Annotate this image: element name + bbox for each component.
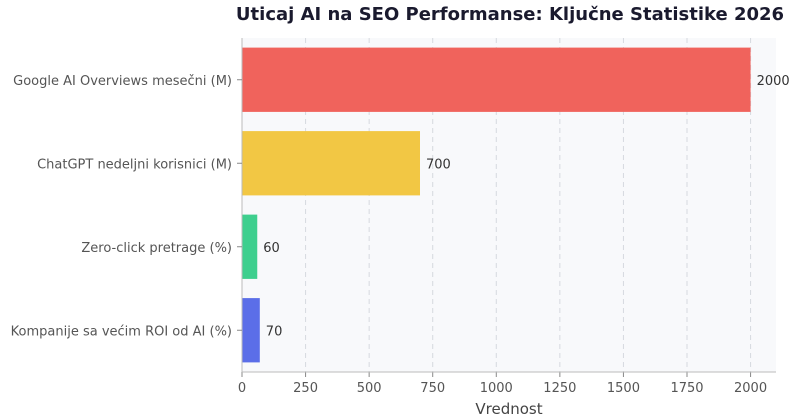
y-category-label: ChatGPT nedeljni korisnici (M) bbox=[37, 157, 232, 172]
y-category-label: Google AI Overviews mesečni (M) bbox=[13, 74, 232, 89]
chart-title: Uticaj AI na SEO Performanse: Ključne St… bbox=[236, 4, 784, 25]
x-axis-label: Vrednost bbox=[475, 400, 542, 418]
x-tick-label: 250 bbox=[293, 381, 318, 396]
x-tick-label: 500 bbox=[357, 381, 382, 396]
x-tick-label: 2000 bbox=[734, 381, 767, 396]
bars: 2000 700 60 70 bbox=[242, 47, 790, 363]
x-tick-label: 0 bbox=[238, 381, 246, 396]
y-category-label: Kompanije sa većim ROI od AI (%) bbox=[11, 324, 232, 339]
bar bbox=[242, 298, 260, 363]
x-tick-label: 1250 bbox=[543, 381, 576, 396]
bar-value-label: 2000 bbox=[757, 74, 790, 89]
x-tick-label: 1750 bbox=[670, 381, 703, 396]
bar bbox=[242, 131, 420, 196]
x-tick-label: 1500 bbox=[607, 381, 640, 396]
y-category-label: Zero-click pretrage (%) bbox=[81, 241, 232, 256]
bar-value-label: 70 bbox=[266, 324, 283, 339]
bar bbox=[242, 214, 258, 279]
x-tick-label: 750 bbox=[420, 381, 445, 396]
x-tick-label: 1000 bbox=[480, 381, 513, 396]
bar bbox=[242, 47, 751, 112]
bar-value-label: 60 bbox=[263, 241, 280, 256]
bar-value-label: 700 bbox=[426, 157, 451, 172]
axes: 0 250 500 750 1000 1250 1500 1750 2000 Google AI … bbox=[11, 38, 776, 396]
